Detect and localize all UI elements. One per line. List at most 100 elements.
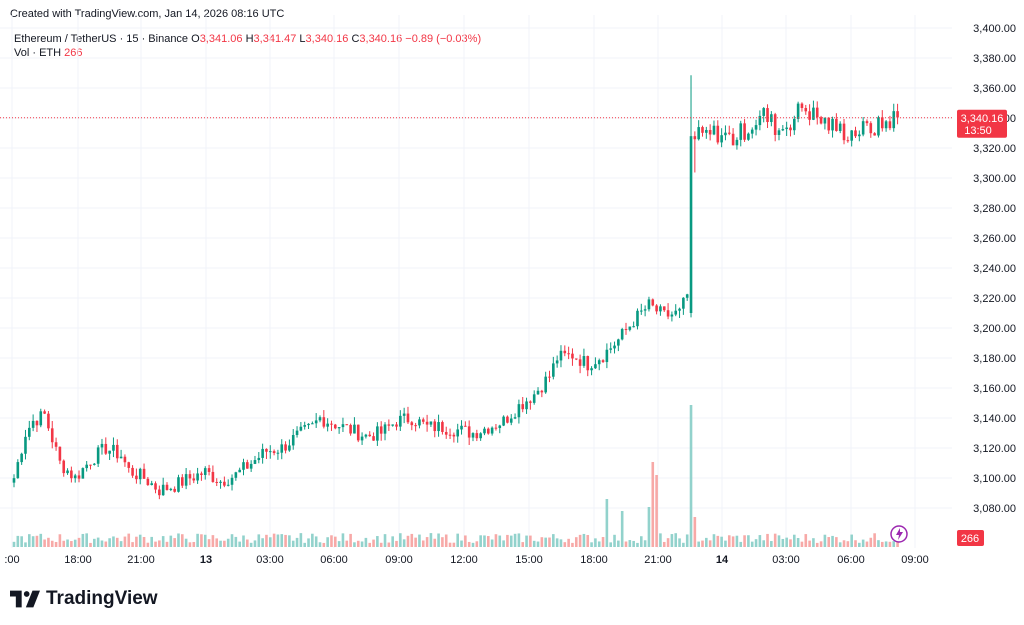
candle-body bbox=[605, 349, 609, 363]
candle-body bbox=[628, 326, 632, 330]
candle-body bbox=[414, 425, 417, 427]
volume-bar bbox=[288, 535, 291, 547]
volume-bar bbox=[796, 537, 800, 547]
volume-bar bbox=[418, 534, 421, 547]
candle-body bbox=[716, 125, 720, 143]
candle-body bbox=[574, 358, 578, 360]
candle-body bbox=[66, 470, 69, 474]
volume-bar bbox=[77, 537, 81, 547]
volume-bar bbox=[750, 541, 754, 547]
time-tick-label: 18:00 bbox=[64, 554, 92, 566]
candle-body bbox=[158, 489, 161, 496]
candle-body bbox=[555, 360, 559, 364]
time-tick-label: 15:00 bbox=[515, 554, 543, 566]
candle-body bbox=[689, 136, 693, 313]
candle-body bbox=[869, 123, 873, 134]
tradingview-logo[interactable]: TradingView bbox=[10, 588, 158, 610]
candle-body bbox=[31, 420, 35, 428]
candle-body bbox=[142, 468, 146, 479]
volume-bar bbox=[211, 535, 215, 547]
time-tick-label: 13 bbox=[200, 554, 212, 566]
volume-bar bbox=[20, 536, 23, 547]
candle-body bbox=[24, 436, 27, 454]
volume-bar bbox=[643, 540, 647, 547]
volume-bar bbox=[311, 533, 314, 547]
volume-bar bbox=[754, 539, 758, 547]
created-with-caption: Created with TradingView.com, Jan 14, 20… bbox=[10, 8, 285, 20]
volume-bar bbox=[716, 535, 720, 547]
candle-body bbox=[230, 477, 234, 485]
candle-body bbox=[659, 306, 662, 312]
candle-body bbox=[682, 297, 685, 309]
volume-bar bbox=[701, 540, 704, 547]
candle-body bbox=[858, 134, 861, 137]
candle-body bbox=[559, 350, 563, 361]
candle-body bbox=[337, 427, 341, 429]
volume-bar bbox=[758, 535, 762, 547]
volume-bar bbox=[827, 537, 831, 547]
candle-body bbox=[81, 468, 85, 479]
candle-body bbox=[246, 462, 249, 469]
candle-body bbox=[73, 475, 77, 479]
candle-body bbox=[544, 376, 547, 393]
tradingview-logo-icon bbox=[10, 590, 40, 608]
high-value: 3,341.47 bbox=[253, 33, 297, 45]
candle-body bbox=[521, 404, 525, 410]
volume-bar bbox=[800, 541, 804, 547]
candle-body bbox=[601, 360, 605, 363]
volume-bar bbox=[739, 541, 743, 547]
volume-bar bbox=[421, 540, 425, 547]
volume-bar bbox=[651, 462, 655, 547]
volume-bar bbox=[865, 541, 869, 547]
candle-body bbox=[540, 390, 544, 393]
volume-bar bbox=[724, 540, 727, 547]
volume-bar bbox=[406, 535, 410, 547]
volume-bar bbox=[138, 534, 142, 547]
lightning-icon[interactable] bbox=[890, 525, 908, 543]
volume-label[interactable]: Vol · ETH bbox=[14, 47, 62, 59]
candle-body bbox=[793, 118, 796, 131]
candle-body bbox=[215, 481, 219, 483]
volume-bar bbox=[437, 533, 440, 547]
price-tick-label: 3,280.00 bbox=[973, 203, 1016, 215]
volume-bar bbox=[73, 539, 77, 547]
candle-body bbox=[402, 413, 406, 416]
volume-bar bbox=[655, 475, 658, 547]
candle-body bbox=[35, 420, 39, 426]
high-label: H bbox=[245, 33, 254, 45]
volume-bar bbox=[571, 542, 574, 547]
volume-bar bbox=[682, 542, 685, 547]
volume-bar bbox=[597, 541, 601, 547]
volume-bar bbox=[100, 540, 104, 547]
volume-bar bbox=[487, 536, 490, 547]
candle-body bbox=[712, 125, 716, 135]
candle-body bbox=[563, 350, 567, 354]
candle-body bbox=[884, 121, 888, 129]
volume-bar bbox=[257, 534, 261, 547]
volume-bar bbox=[720, 536, 723, 547]
symbol-name[interactable]: Ethereum / TetherUS · 15 · Binance bbox=[14, 33, 189, 45]
volume-bar bbox=[460, 540, 463, 547]
candle-body bbox=[96, 447, 100, 464]
candle-body bbox=[877, 117, 880, 136]
volume-bar bbox=[762, 540, 765, 547]
candle-body bbox=[674, 310, 678, 315]
volume-bar bbox=[846, 541, 850, 547]
volume-bar bbox=[555, 538, 559, 547]
price-tick-label: 3,300.00 bbox=[973, 173, 1016, 185]
candle-body bbox=[20, 453, 23, 463]
candle-body bbox=[467, 426, 471, 438]
volume-bar bbox=[548, 537, 551, 547]
candle-body bbox=[115, 444, 119, 459]
candle-body bbox=[525, 401, 528, 410]
volume-bar bbox=[502, 540, 505, 547]
volume-bar bbox=[200, 534, 203, 547]
volume-bar bbox=[693, 517, 697, 547]
volume-bar bbox=[471, 542, 475, 547]
volume-bar bbox=[31, 536, 35, 547]
volume-bar bbox=[494, 534, 498, 547]
volume-tag-value: 266 bbox=[961, 533, 979, 545]
candle-body bbox=[200, 473, 203, 475]
price-tick-label: 3,400.00 bbox=[973, 23, 1016, 35]
